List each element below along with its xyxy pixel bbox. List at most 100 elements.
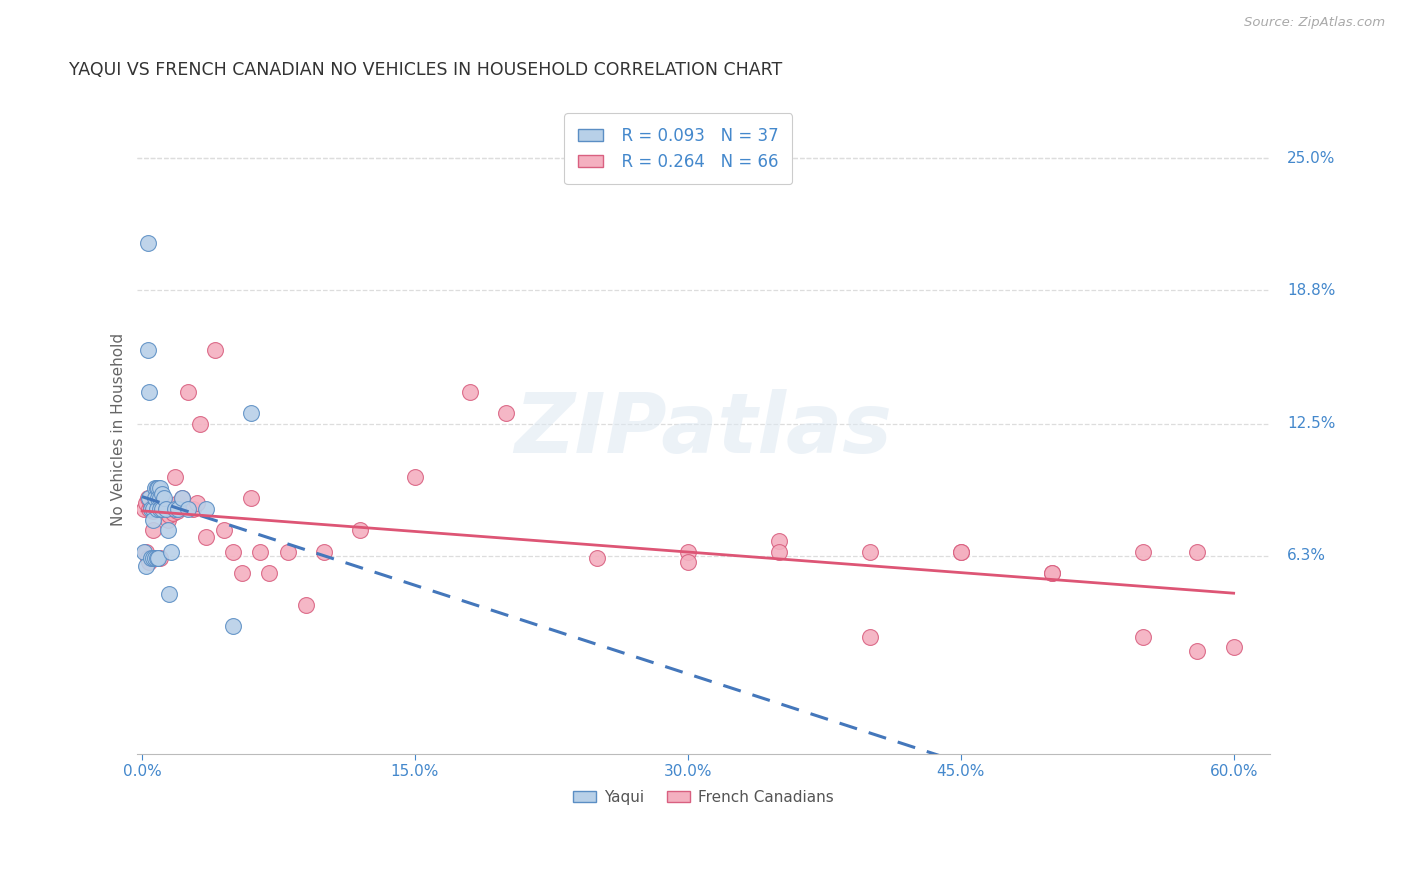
Point xyxy=(176,385,198,400)
Point xyxy=(166,504,188,518)
Text: 25.0%: 25.0% xyxy=(1286,151,1336,166)
Point xyxy=(142,502,165,516)
Point xyxy=(194,502,217,516)
Point xyxy=(150,500,173,514)
Point xyxy=(150,502,173,516)
Point xyxy=(495,406,517,420)
Point xyxy=(135,559,157,574)
Point xyxy=(142,513,165,527)
Point xyxy=(586,550,609,565)
Point xyxy=(143,491,166,506)
Point xyxy=(204,343,226,357)
Text: YAQUI VS FRENCH CANADIAN NO VEHICLES IN HOUSEHOLD CORRELATION CHART: YAQUI VS FRENCH CANADIAN NO VEHICLES IN … xyxy=(69,62,782,79)
Point xyxy=(212,523,235,537)
Point xyxy=(142,504,165,518)
Point xyxy=(132,502,155,516)
Point xyxy=(143,481,166,495)
Point xyxy=(148,496,170,510)
Point xyxy=(1040,566,1063,580)
Point xyxy=(156,513,179,527)
Point xyxy=(231,566,253,580)
Point xyxy=(153,504,176,518)
Text: 6.3%: 6.3% xyxy=(1286,549,1326,563)
Point xyxy=(458,385,481,400)
Point xyxy=(143,502,166,516)
Text: ZIPatlas: ZIPatlas xyxy=(515,389,893,470)
Point xyxy=(768,544,790,558)
Point xyxy=(141,550,163,565)
Point xyxy=(1132,630,1154,644)
Point xyxy=(349,523,371,537)
Point xyxy=(1187,644,1209,658)
Point xyxy=(172,491,194,506)
Point xyxy=(768,533,790,548)
Point xyxy=(404,470,426,484)
Point xyxy=(859,630,882,644)
Point xyxy=(194,530,217,544)
Point xyxy=(135,496,157,510)
Point xyxy=(859,544,882,558)
Point xyxy=(163,502,186,516)
Point xyxy=(155,496,177,510)
Point xyxy=(949,544,972,558)
Point xyxy=(181,502,204,516)
Point xyxy=(167,502,190,516)
Point xyxy=(1040,566,1063,580)
Point xyxy=(153,491,176,506)
Point xyxy=(149,502,172,516)
Point xyxy=(150,487,173,501)
Point xyxy=(222,619,245,633)
Point xyxy=(149,491,172,506)
Point xyxy=(141,550,163,565)
Point xyxy=(240,406,263,420)
Point xyxy=(135,544,157,558)
Point xyxy=(676,555,699,569)
Point xyxy=(138,502,160,516)
Point xyxy=(156,523,179,537)
Point xyxy=(157,587,180,601)
Point xyxy=(295,598,318,612)
Point xyxy=(145,502,167,516)
Point xyxy=(1132,544,1154,558)
Point xyxy=(149,502,172,516)
Point xyxy=(145,550,167,565)
Point xyxy=(155,502,177,516)
Point xyxy=(143,550,166,565)
Point xyxy=(949,544,972,558)
Point xyxy=(136,236,159,251)
Legend: Yaqui, French Canadians: Yaqui, French Canadians xyxy=(567,783,839,811)
Point xyxy=(145,550,167,565)
Point xyxy=(148,550,170,565)
Point xyxy=(136,491,159,506)
Point xyxy=(312,544,335,558)
Point xyxy=(160,544,183,558)
Point xyxy=(160,502,183,516)
Text: 18.8%: 18.8% xyxy=(1286,283,1336,298)
Point xyxy=(1187,544,1209,558)
Point xyxy=(186,496,208,510)
Point xyxy=(136,550,159,565)
Point xyxy=(145,481,167,495)
Point xyxy=(249,544,271,558)
Point xyxy=(277,544,299,558)
Point xyxy=(138,555,160,569)
Point xyxy=(259,566,281,580)
Point xyxy=(132,544,155,558)
Point xyxy=(162,506,184,520)
Point xyxy=(222,544,245,558)
Point xyxy=(138,491,160,506)
Text: 12.5%: 12.5% xyxy=(1286,417,1336,432)
Point xyxy=(1222,640,1244,655)
Point xyxy=(172,491,194,506)
Point xyxy=(188,417,211,431)
Point xyxy=(145,500,167,514)
Point xyxy=(142,523,165,537)
Y-axis label: No Vehicles in Household: No Vehicles in Household xyxy=(111,333,125,526)
Point xyxy=(157,508,180,523)
Point xyxy=(138,385,160,400)
Point xyxy=(142,550,165,565)
Point xyxy=(676,544,699,558)
Point xyxy=(143,550,166,565)
Point xyxy=(163,470,186,484)
Point xyxy=(148,550,170,565)
